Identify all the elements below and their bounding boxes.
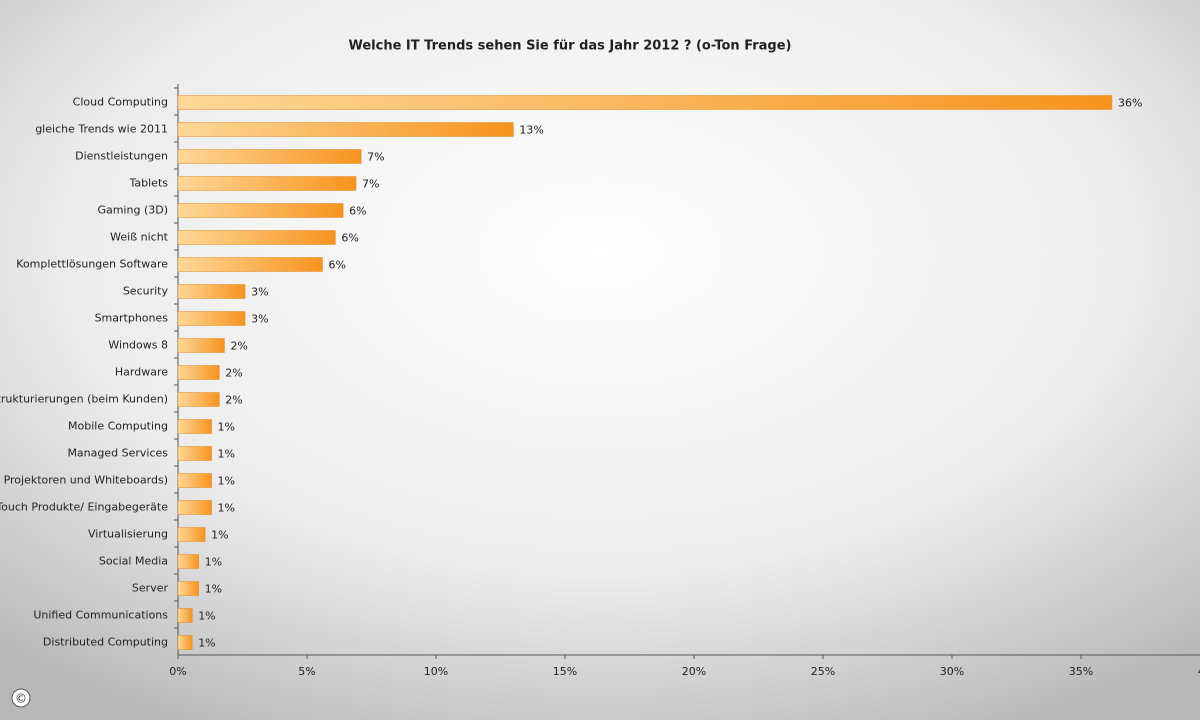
y-tick-label: Tablets [129, 177, 169, 190]
x-tick-label: 10% [424, 665, 448, 678]
y-tick-label: gleiche Trends wie 2011 [35, 123, 168, 136]
y-tick-label: Virtualisierung [88, 528, 168, 541]
value-label: 2% [225, 394, 242, 407]
bar [177, 338, 225, 353]
value-label: 6% [328, 259, 345, 272]
y-tick-label: t Projektoren und Whiteboards) [0, 474, 168, 487]
y-tick-label: Windows 8 [108, 339, 168, 352]
value-label: 6% [341, 232, 358, 245]
x-tick-label: 25% [811, 665, 835, 678]
value-label: 1% [218, 502, 235, 515]
y-tick-label: Hardware [115, 366, 168, 379]
bar [177, 635, 193, 650]
bar [177, 554, 199, 569]
bar [177, 176, 357, 191]
bar [177, 311, 246, 326]
value-label: 13% [519, 124, 543, 137]
value-label: 1% [218, 421, 235, 434]
bar [177, 203, 344, 218]
bar [177, 95, 1113, 110]
bar [177, 608, 193, 623]
copyright-badge [11, 688, 31, 708]
value-label: 1% [218, 475, 235, 488]
value-label: 1% [218, 448, 235, 461]
chart-title: Welche IT Trends sehen Sie für das Jahr … [348, 39, 791, 54]
value-label: 1% [205, 583, 222, 596]
y-tick-label: Weiß nicht [110, 231, 169, 244]
bar [177, 419, 212, 434]
x-tick-label: 35% [1069, 665, 1093, 678]
value-label: 1% [211, 529, 228, 542]
bar [177, 122, 514, 137]
y-tick-label: strukturierungen (beim Kunden) [0, 393, 168, 406]
bar [177, 365, 220, 380]
value-label: 7% [367, 151, 384, 164]
x-tick-label: 40% [1198, 665, 1200, 678]
y-tick-label: Unified Communications [33, 609, 168, 622]
value-label: 1% [205, 556, 222, 569]
bar [177, 446, 212, 461]
x-tick-label: 30% [940, 665, 964, 678]
bar [177, 284, 246, 299]
value-label: 6% [349, 205, 366, 218]
value-label: 2% [225, 367, 242, 380]
bar [177, 473, 212, 488]
y-tick-label: Mobile Computing [68, 420, 168, 433]
copyright: © [15, 692, 27, 706]
x-tick-label: 15% [553, 665, 577, 678]
y-tick-label: Smartphones [95, 312, 169, 325]
y-tick-label: Cloud Computing [73, 96, 168, 109]
y-tick-label: Managed Services [67, 447, 168, 460]
y-tick-label: Server [132, 582, 169, 595]
y-tick-label: Social Media [99, 555, 168, 568]
y-tick-label: Dienstleistungen [75, 150, 168, 163]
bar [177, 500, 212, 515]
value-label: 2% [230, 340, 247, 353]
value-label: 1% [198, 610, 215, 623]
value-label: 7% [362, 178, 379, 191]
value-label: 3% [251, 286, 268, 299]
bar [177, 392, 220, 407]
value-label: 36% [1118, 97, 1142, 110]
x-tick-label: 0% [169, 665, 186, 678]
y-tick-label: Gaming (3D) [97, 204, 168, 217]
y-tick-label: Distributed Computing [43, 636, 168, 649]
y-tick-label: Komplettlösungen Software [16, 258, 168, 271]
bar [177, 230, 336, 245]
bar [177, 527, 206, 542]
x-tick-label: 20% [682, 665, 706, 678]
value-label: 1% [198, 637, 215, 650]
bar [177, 149, 362, 164]
bar [177, 257, 323, 272]
bar [177, 581, 199, 596]
y-tick-label: Security [123, 285, 169, 298]
y-tick-label: Touch Produkte/ Eingabegeräte [0, 501, 168, 514]
value-label: 3% [251, 313, 268, 326]
x-tick-label: 5% [298, 665, 315, 678]
